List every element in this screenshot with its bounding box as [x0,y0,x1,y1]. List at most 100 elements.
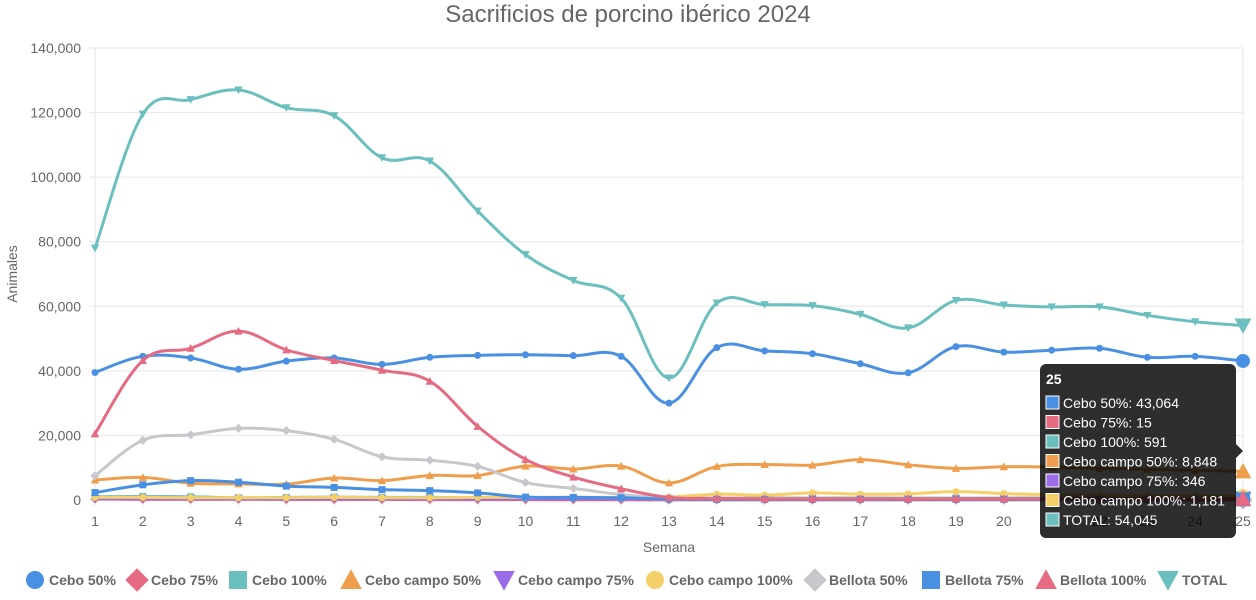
data-point [999,301,1009,310]
legend-label: Cebo campo 100% [669,572,793,588]
data-point [1000,348,1008,356]
data-point [282,494,290,502]
tooltip-swatch [1045,454,1060,468]
legend-item[interactable]: Cebo campo 75% [493,571,634,591]
data-point [952,488,960,496]
x-tick-label: 14 [709,513,725,529]
data-point [664,493,674,501]
y-tick-label: 80,000 [38,234,81,250]
data-point [856,360,864,368]
y-tick-label: 0 [73,492,81,508]
data-point [999,494,1009,503]
tooltip-swatch [1045,415,1060,429]
data-point [378,360,386,368]
legend-item[interactable]: Cebo campo 100% [646,571,793,589]
data-point [329,434,339,444]
x-tick-label: 13 [661,513,677,529]
legend-label: Bellota 50% [829,572,908,588]
tooltip-swatch [1045,473,1060,488]
data-point [951,296,961,305]
data-point [282,357,290,365]
legend-item[interactable]: Cebo campo 50% [340,569,481,589]
series-cebo-50 [91,342,1250,407]
y-axis-label: Animales [4,245,20,303]
data-point [330,493,338,501]
data-point [426,494,434,502]
legend-item[interactable]: Cebo 75% [125,568,218,592]
data-point [1234,490,1252,506]
legend-item[interactable]: Bellota 100% [1035,569,1147,589]
tooltip-swatch [1045,512,1060,527]
data-point [90,471,100,481]
y-tick-label: 60,000 [38,298,81,314]
legend-marker [922,571,940,589]
data-point [473,461,483,471]
data-point [473,422,482,430]
data-point [377,476,387,485]
data-point [903,324,913,333]
data-point [329,356,339,365]
data-point [1143,353,1151,361]
data-point [282,104,291,112]
tooltip-swatch [1045,493,1060,507]
data-point [186,344,195,352]
data-point [234,86,243,95]
data-point [664,374,674,383]
data-point [474,351,482,359]
data-point [713,344,721,352]
data-point [187,494,195,502]
data-point [139,493,147,501]
grid [89,47,1244,506]
data-point [1190,318,1200,326]
x-tick-label: 8 [426,513,434,529]
data-point [617,352,625,360]
data-point [521,461,530,470]
data-point [425,471,435,479]
data-point [616,294,626,303]
legend-label: Cebo campo 75% [518,572,634,588]
data-point [569,276,578,285]
legend-marker [1035,569,1057,589]
x-axis-ticks: 1234567891011121314151617181920212223242… [91,500,1251,529]
data-point [903,494,913,503]
data-point [329,112,339,120]
y-tick-label: 20,000 [38,427,81,443]
y-tick-label: 100,000 [30,169,81,185]
legend-item[interactable]: Bellota 75% [922,571,1024,589]
data-point [330,483,338,491]
legend-item[interactable]: Cebo 100% [229,571,327,589]
y-tick-label: 120,000 [30,105,81,121]
x-tick-label: 19 [948,513,964,529]
data-point [235,494,242,502]
data-point [1000,490,1008,498]
tooltip-row: Cebo campo 50%: 8,848 [1063,454,1217,470]
tooltip-caret [1236,444,1243,458]
tooltip-row: Cebo campo 75%: 346 [1063,473,1206,489]
legend-item[interactable]: Cebo 50% [26,571,116,589]
x-tick-label: 16 [805,513,821,529]
data-point [999,462,1009,471]
y-axis-ticks: 0 20,000 40,000 60,000 80,000 100,000 120,000 1… [30,40,81,508]
x-tick-label: 12 [613,513,629,529]
data-point [856,455,865,464]
data-point [760,494,769,503]
y-tick-label: 40,000 [38,363,81,379]
series-total [90,86,1252,383]
x-tick-label: 1 [91,513,99,529]
data-point [761,347,769,355]
data-point [809,350,816,358]
data-point [282,345,291,354]
legend-item[interactable]: Bellota 50% [803,568,908,592]
legend-item[interactable]: TOTAL [1157,571,1228,591]
legend-label: Bellota 100% [1060,572,1147,588]
data-point [473,207,482,216]
series-line [93,88,1244,380]
data-point [138,435,148,445]
data-point [187,354,195,362]
data-point [1096,344,1103,352]
data-point [521,251,530,259]
tooltip-row: Cebo 75%: 15 [1063,415,1152,431]
data-point [426,353,434,361]
data-point [186,96,195,104]
